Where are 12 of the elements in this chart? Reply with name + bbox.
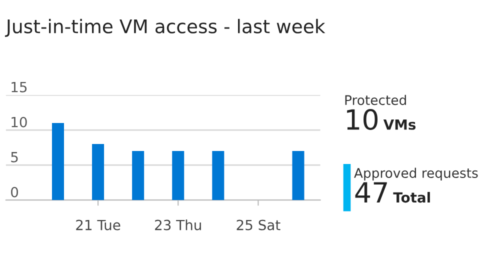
y-tick-label: 10: [12, 116, 27, 128]
y-tick-label: 15: [12, 82, 27, 92]
x-tick-label: 21 Tue: [76, 220, 120, 230]
y-tick-label: 0: [11, 186, 18, 198]
text: 47 Total: [355, 182, 430, 203]
y-tick-label: 5: [11, 152, 18, 162]
chart-title: Just-in-time VM access - last week: [4, 18, 326, 37]
text: 10 VMs: [347, 108, 416, 130]
x-tick-label: 23 Thu: [155, 220, 201, 230]
text: Approved requests: [354, 168, 478, 181]
text: Protected: [345, 94, 406, 106]
x-tick-label: 25 Sat: [236, 220, 280, 230]
